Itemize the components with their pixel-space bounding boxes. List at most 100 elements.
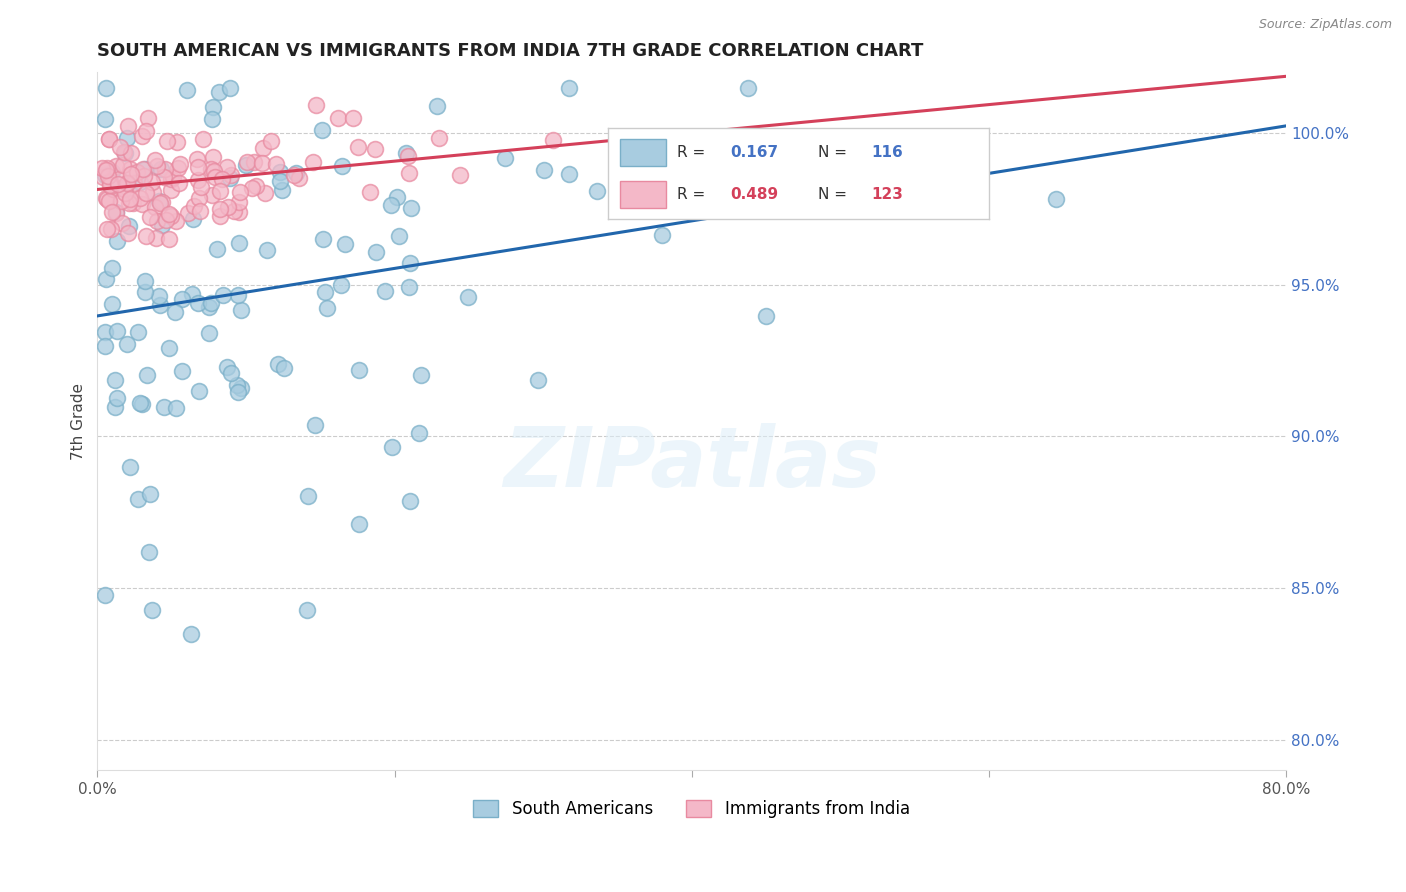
Point — [231, 302, 253, 317]
Point — [737, 80, 759, 95]
Point — [219, 80, 242, 95]
Point — [398, 256, 420, 270]
Point — [165, 214, 187, 228]
Point — [157, 342, 180, 356]
Point — [155, 212, 177, 227]
Point — [200, 296, 222, 310]
Point — [200, 162, 222, 177]
Point — [427, 131, 450, 145]
Point — [398, 166, 420, 180]
Point — [162, 169, 184, 184]
Point — [1045, 192, 1067, 206]
Point — [408, 425, 430, 440]
Point — [301, 155, 323, 169]
Point — [101, 182, 124, 196]
Point — [342, 112, 364, 126]
Point — [94, 168, 117, 182]
Point — [169, 157, 191, 171]
Point — [326, 112, 349, 126]
Point — [187, 384, 209, 399]
Point — [156, 134, 179, 148]
Point — [141, 603, 163, 617]
Point — [96, 80, 118, 95]
Point — [190, 180, 212, 194]
Point — [215, 160, 238, 174]
Point — [374, 285, 396, 299]
Point — [228, 235, 250, 250]
Legend: South Americans, Immigrants from India: South Americans, Immigrants from India — [467, 793, 917, 824]
Point — [94, 589, 117, 603]
Point — [145, 159, 167, 173]
Point — [94, 191, 117, 205]
Point — [153, 169, 176, 184]
Point — [117, 176, 139, 190]
Point — [198, 326, 221, 341]
Point — [160, 209, 183, 223]
Text: Source: ZipAtlas.com: Source: ZipAtlas.com — [1258, 18, 1392, 31]
Point — [364, 244, 387, 259]
Point — [128, 396, 150, 410]
Point — [97, 132, 120, 146]
Point — [131, 162, 153, 177]
Point — [96, 221, 118, 235]
Point — [127, 491, 149, 506]
Point — [131, 196, 153, 211]
Point — [449, 169, 471, 183]
Point — [304, 98, 326, 112]
Point — [295, 602, 318, 616]
Point — [100, 260, 122, 275]
Point — [97, 169, 120, 183]
Point — [329, 278, 352, 293]
Point — [157, 207, 180, 221]
Point — [225, 378, 247, 392]
Point — [186, 152, 208, 166]
Point — [134, 274, 156, 288]
Point — [100, 221, 122, 235]
Point — [94, 325, 117, 339]
Point — [153, 161, 176, 176]
Point — [399, 201, 422, 215]
Point — [167, 161, 190, 175]
Point — [385, 190, 408, 204]
Point — [124, 177, 146, 191]
Point — [94, 112, 117, 126]
Point — [364, 142, 387, 156]
Point — [398, 279, 420, 293]
Point — [166, 135, 188, 149]
Point — [108, 172, 131, 186]
Point — [112, 145, 135, 159]
Point — [122, 196, 145, 211]
Point — [120, 146, 142, 161]
Point — [127, 165, 149, 179]
Point — [135, 124, 157, 138]
Point — [755, 309, 778, 323]
Point — [139, 486, 162, 500]
Point — [98, 175, 121, 189]
Point — [541, 133, 564, 147]
Point — [557, 167, 579, 181]
Point — [94, 338, 117, 352]
Point — [311, 122, 333, 136]
Point — [651, 227, 673, 242]
Point — [135, 228, 157, 243]
Point — [110, 216, 132, 230]
Y-axis label: 7th Grade: 7th Grade — [72, 383, 86, 459]
Point — [117, 131, 139, 145]
Point — [218, 170, 240, 185]
Point — [212, 288, 235, 302]
Point — [110, 194, 132, 208]
Point — [91, 169, 114, 184]
Point — [187, 191, 209, 205]
Point — [98, 194, 121, 208]
Point — [349, 362, 371, 376]
Point — [107, 391, 129, 405]
Point — [228, 195, 250, 210]
Point — [229, 185, 252, 199]
Point — [316, 301, 339, 316]
Point — [107, 178, 129, 192]
Point — [104, 204, 127, 219]
Point — [143, 201, 166, 215]
Point — [229, 381, 252, 395]
Point — [120, 167, 142, 181]
Point — [117, 119, 139, 133]
